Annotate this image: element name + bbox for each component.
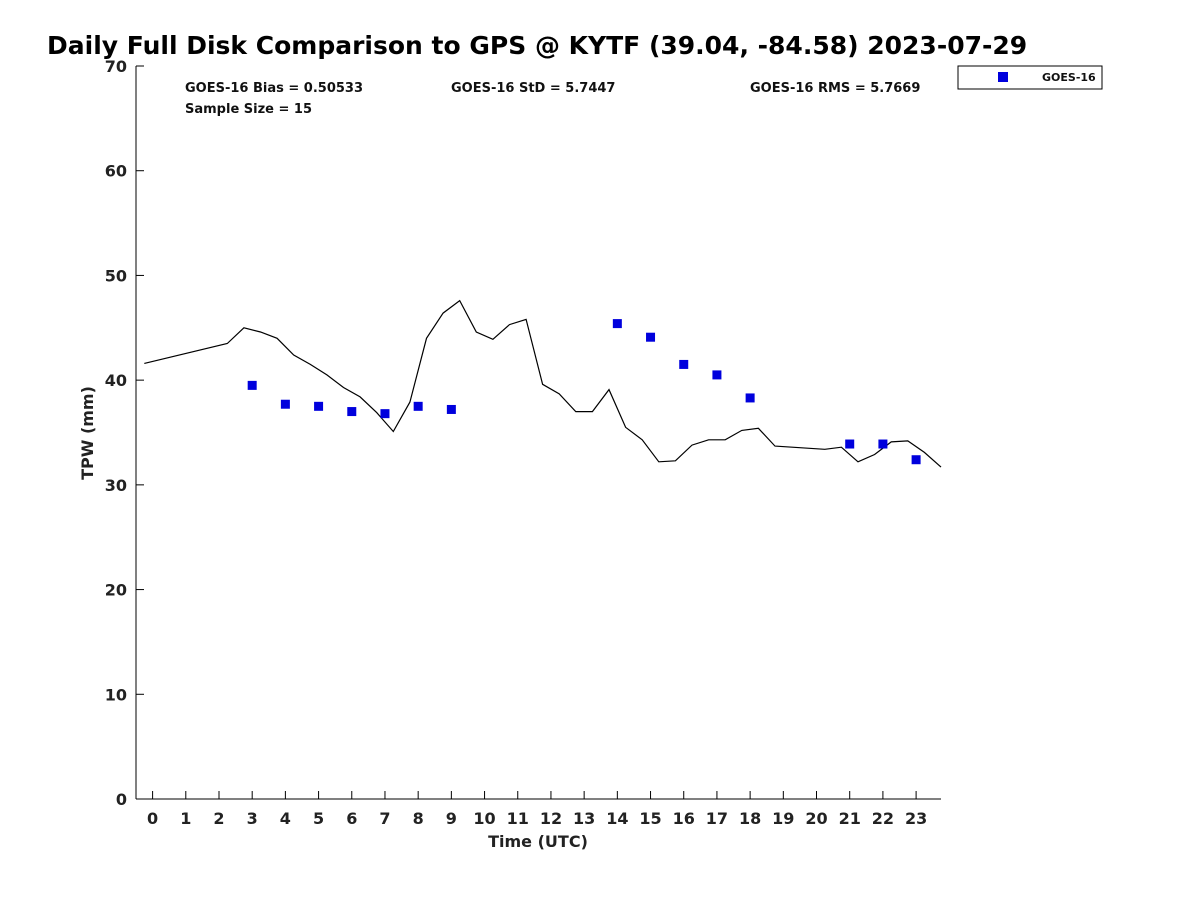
goes16-point (413, 401, 423, 411)
x-tick-label: 8 (413, 809, 424, 828)
y-tick-label: 60 (105, 162, 127, 181)
y-axis-label: TPW (mm) (78, 386, 97, 480)
x-tick-label: 4 (280, 809, 291, 828)
stats-annotations: GOES-16 Bias = 0.50533 GOES-16 StD = 5.7… (185, 81, 920, 117)
x-tick-label: 5 (313, 809, 324, 828)
goes16-point (446, 404, 456, 414)
stat-std: GOES-16 StD = 5.7447 (451, 81, 615, 96)
x-tick-label: 12 (540, 809, 562, 828)
x-tick-label: 7 (379, 809, 390, 828)
x-tick-label: 15 (639, 809, 661, 828)
y-tick-label: 40 (105, 371, 127, 390)
x-tick-label: 19 (772, 809, 794, 828)
x-tick-label: 9 (446, 809, 457, 828)
goes16-point (911, 455, 921, 465)
goes16-point (612, 319, 622, 329)
gps-tpw-line (144, 299, 942, 468)
goes16-point (845, 439, 855, 449)
x-tick-label: 23 (905, 809, 927, 828)
goes16-point (314, 401, 324, 411)
chart-title: Daily Full Disk Comparison to GPS @ KYTF… (47, 31, 1027, 60)
goes16-point (347, 407, 357, 417)
goes16-series-points (247, 319, 921, 465)
stat-rms: GOES-16 RMS = 5.7669 (750, 81, 920, 96)
x-tick-label: 6 (346, 809, 357, 828)
goes16-point (679, 359, 689, 369)
y-tick-label: 10 (105, 685, 127, 704)
x-tick-label: 1 (180, 809, 191, 828)
goes16-point (712, 370, 722, 380)
x-tick-label: 11 (507, 809, 529, 828)
legend-label-goes16: GOES-16 (1042, 71, 1096, 84)
x-tick-label: 20 (805, 809, 827, 828)
x-tick-label: 2 (213, 809, 224, 828)
goes16-point (745, 393, 755, 403)
y-tick-label: 30 (105, 476, 127, 495)
y-tick-label: 0 (116, 790, 127, 809)
x-tick-label: 22 (872, 809, 894, 828)
x-tick-label: 16 (673, 809, 695, 828)
legend-box (957, 65, 1103, 90)
x-tick-label: 14 (606, 809, 628, 828)
stat-sample-size: Sample Size = 15 (185, 102, 312, 117)
x-tick-label: 0 (147, 809, 158, 828)
x-tick-label: 3 (247, 809, 258, 828)
goes16-point (380, 409, 390, 419)
goes16-point (247, 380, 257, 390)
x-tick-label: 21 (839, 809, 861, 828)
goes16-point (646, 332, 656, 342)
x-tick-label: 17 (706, 809, 728, 828)
y-tick-label: 20 (105, 581, 127, 600)
x-tick-label: 13 (573, 809, 595, 828)
y-tick-label: 70 (105, 57, 127, 76)
gps-series-line (144, 299, 942, 468)
legend-marker-goes16 (998, 72, 1008, 82)
y-tick-label: 50 (105, 266, 127, 285)
goes16-point (878, 439, 888, 449)
x-tick-label: 18 (739, 809, 761, 828)
x-tick-label: 10 (473, 809, 495, 828)
stat-bias: GOES-16 Bias = 0.50533 (185, 81, 363, 96)
legend: GOES-16 (957, 65, 1103, 90)
x-axis-label: Time (UTC) (488, 832, 588, 851)
goes16-point (280, 399, 290, 409)
